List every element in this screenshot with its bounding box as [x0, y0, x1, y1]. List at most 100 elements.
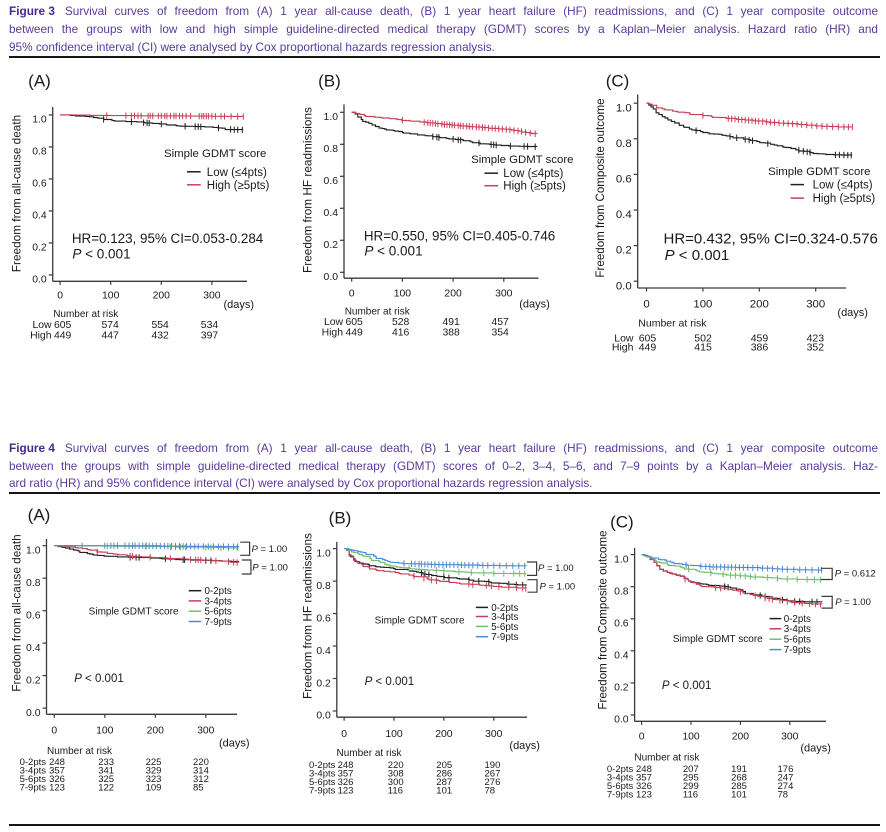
svg-text:Freedom from Composite outcome: Freedom from Composite outcome: [594, 98, 607, 277]
svg-text:Low (≤4pts): Low (≤4pts): [813, 180, 873, 192]
svg-text:300: 300: [495, 289, 513, 300]
svg-text:High (≥5pts): High (≥5pts): [207, 180, 270, 192]
svg-text:7-9pts: 7-9pts: [205, 617, 232, 628]
svg-text:357: 357: [636, 772, 652, 783]
svg-text:123: 123: [338, 785, 354, 796]
svg-text:(B): (B): [318, 72, 341, 91]
svg-text:100: 100: [385, 729, 403, 740]
svg-text:100: 100: [693, 298, 712, 310]
svg-text:P < 0.001: P < 0.001: [72, 247, 130, 262]
svg-text:0-2pts: 0-2pts: [784, 614, 811, 625]
svg-text:341: 341: [98, 766, 114, 777]
svg-text:101: 101: [731, 789, 747, 800]
svg-text:0-2pts: 0-2pts: [205, 586, 232, 597]
svg-text:P < 0.001: P < 0.001: [365, 676, 415, 688]
svg-text:Number at risk: Number at risk: [634, 752, 700, 763]
svg-text:0.6: 0.6: [32, 179, 47, 190]
svg-text:0-2pts: 0-2pts: [20, 757, 47, 768]
svg-text:Low (≤4pts): Low (≤4pts): [503, 168, 563, 180]
svg-text:Freedom from Composite outcome: Freedom from Composite outcome: [597, 530, 610, 709]
svg-text:0: 0: [51, 725, 57, 736]
svg-text:200: 200: [444, 289, 462, 300]
svg-text:267: 267: [485, 768, 501, 779]
svg-text:0.2: 0.2: [614, 683, 629, 694]
svg-text:300: 300: [197, 725, 215, 736]
svg-text:554: 554: [152, 320, 170, 331]
svg-text:300: 300: [806, 298, 825, 310]
svg-text:447: 447: [102, 331, 120, 342]
svg-text:354: 354: [492, 328, 510, 339]
svg-text:1.0: 1.0: [32, 115, 47, 126]
svg-text:200: 200: [435, 729, 453, 740]
svg-text:248: 248: [636, 764, 652, 775]
svg-text:P = 1.00: P = 1.00: [252, 544, 288, 555]
svg-text:416: 416: [392, 328, 410, 339]
svg-text:Simple GDMT score: Simple GDMT score: [89, 606, 179, 617]
svg-text:248: 248: [49, 757, 65, 768]
svg-text:0.6: 0.6: [316, 613, 331, 624]
svg-text:High: High: [30, 331, 52, 342]
svg-text:323: 323: [146, 774, 162, 785]
svg-text:432: 432: [152, 331, 170, 342]
svg-text:Number at risk: Number at risk: [345, 306, 411, 317]
svg-text:534: 534: [201, 320, 219, 331]
svg-text:78: 78: [485, 785, 496, 796]
svg-text:326: 326: [636, 781, 652, 792]
svg-text:7-9pts: 7-9pts: [20, 783, 47, 794]
svg-text:100: 100: [96, 725, 114, 736]
svg-text:7-9pts: 7-9pts: [491, 632, 518, 643]
svg-text:HR=0.432, 95% CI=0.324-0.576: HR=0.432, 95% CI=0.324-0.576: [664, 231, 878, 248]
svg-text:300: 300: [485, 729, 503, 740]
svg-text:7-9pts: 7-9pts: [607, 789, 634, 800]
svg-text:233: 233: [98, 757, 114, 768]
svg-text:300: 300: [781, 732, 799, 743]
svg-text:274: 274: [778, 781, 794, 792]
svg-text:0.4: 0.4: [32, 211, 47, 222]
svg-text:(C): (C): [606, 72, 630, 91]
svg-text:100: 100: [102, 291, 120, 302]
svg-text:High (≥5pts): High (≥5pts): [503, 181, 566, 193]
svg-text:200: 200: [147, 725, 165, 736]
svg-text:0: 0: [349, 289, 355, 300]
svg-text:0.6: 0.6: [614, 619, 629, 630]
svg-text:0.6: 0.6: [324, 176, 339, 187]
svg-text:HR=0.550, 95% CI=0.405-0.746: HR=0.550, 95% CI=0.405-0.746: [364, 228, 555, 243]
svg-text:5-6pts: 5-6pts: [607, 781, 634, 792]
svg-text:285: 285: [731, 781, 747, 792]
svg-text:Number at risk: Number at risk: [53, 309, 119, 320]
svg-text:0-2pts: 0-2pts: [607, 764, 634, 775]
svg-text:0: 0: [643, 298, 649, 310]
svg-text:528: 528: [392, 317, 410, 328]
svg-text:Freedom from all-cause death: Freedom from all-cause death: [10, 534, 24, 691]
svg-text:0.8: 0.8: [32, 147, 47, 158]
svg-text:0-2pts: 0-2pts: [309, 760, 336, 771]
svg-text:605: 605: [54, 320, 72, 331]
svg-text:314: 314: [193, 766, 209, 777]
svg-text:605: 605: [346, 317, 364, 328]
svg-text:0.0: 0.0: [32, 275, 47, 286]
svg-text:Simple GDMT score: Simple GDMT score: [375, 616, 465, 627]
svg-text:P < 0.001: P < 0.001: [74, 673, 124, 685]
svg-text:0.4: 0.4: [616, 209, 632, 221]
svg-text:0.2: 0.2: [32, 243, 47, 254]
svg-text:0.0: 0.0: [26, 708, 41, 719]
svg-text:388: 388: [443, 328, 461, 339]
svg-text:Simple GDMT score: Simple GDMT score: [673, 634, 763, 645]
svg-text:(days): (days): [837, 307, 868, 319]
svg-text:(A): (A): [28, 506, 51, 525]
svg-text:0.0: 0.0: [614, 715, 629, 726]
svg-text:P < 0.001: P < 0.001: [364, 244, 422, 259]
svg-text:207: 207: [683, 764, 699, 775]
svg-text:220: 220: [193, 757, 209, 768]
svg-text:1.0: 1.0: [26, 545, 41, 556]
svg-text:Freedom from HF readmissions: Freedom from HF readmissions: [301, 107, 315, 273]
svg-text:(B): (B): [329, 508, 352, 527]
svg-text:Simple GDMT score: Simple GDMT score: [768, 166, 870, 178]
svg-text:100: 100: [682, 732, 700, 743]
svg-text:0.4: 0.4: [316, 646, 331, 657]
svg-text:200: 200: [153, 291, 171, 302]
svg-text:0.2: 0.2: [316, 678, 331, 689]
svg-text:325: 325: [98, 774, 114, 785]
svg-text:High (≥5pts): High (≥5pts): [813, 193, 876, 205]
svg-text:200: 200: [750, 298, 769, 310]
